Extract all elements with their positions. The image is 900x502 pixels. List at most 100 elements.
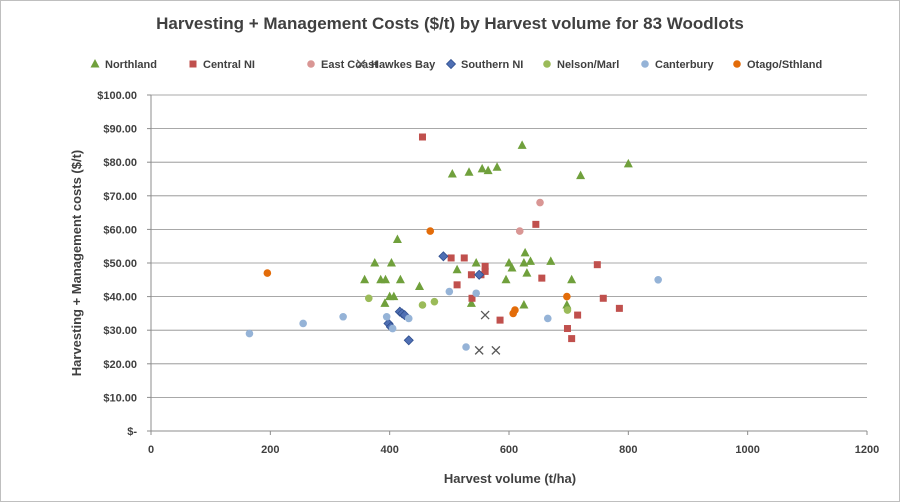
axes [147, 94, 868, 435]
legend-label: Central NI [203, 59, 255, 71]
data-point [623, 158, 633, 168]
data-point [481, 267, 489, 275]
data-point [562, 300, 572, 309]
data-point [536, 198, 544, 207]
data-point [447, 254, 455, 262]
x-tick-label: 600 [500, 444, 518, 456]
data-point [615, 304, 623, 312]
y-tick-label: $- [127, 426, 137, 438]
data-point [438, 251, 449, 262]
data-point [511, 306, 519, 314]
data-point [483, 165, 493, 175]
data-point [418, 133, 426, 141]
data-point [452, 264, 462, 274]
data-point [364, 294, 373, 303]
data-point [525, 256, 535, 265]
legend-marker [641, 60, 649, 68]
data-point [593, 261, 601, 269]
data-point [467, 271, 475, 279]
data-point [453, 281, 461, 289]
data-point [599, 294, 607, 302]
legend-marker [307, 60, 315, 68]
data-point [392, 234, 402, 243]
data-point [481, 262, 489, 270]
data-point [504, 258, 514, 267]
series-central-ni [418, 133, 623, 343]
series-nelson-marl [364, 294, 572, 314]
data-point [474, 269, 485, 280]
y-tick-label: $20.00 [103, 359, 137, 371]
legend-marker [189, 60, 197, 68]
data-point [472, 289, 480, 298]
data-point [492, 162, 502, 171]
legend-item: Hawkes Bay [356, 59, 436, 71]
data-point [474, 345, 484, 355]
y-tick-label: $100.00 [97, 90, 137, 102]
data-point [395, 274, 405, 284]
legend-label: Nelson/Marl [557, 59, 619, 71]
data-point [517, 140, 527, 149]
data-point [567, 274, 577, 284]
data-point [574, 311, 582, 319]
data-point [519, 300, 529, 309]
legend-marker [733, 60, 741, 68]
legend-label: Otago/Sthland [747, 59, 822, 71]
series-otago-sthland [263, 227, 571, 318]
data-point [445, 287, 454, 296]
series-northland [360, 140, 633, 309]
data-point [563, 292, 571, 301]
legend-label: East Coast [321, 59, 378, 71]
data-point [245, 329, 254, 338]
data-point [403, 335, 414, 346]
data-point [339, 312, 347, 321]
x-tick-label: 800 [619, 444, 637, 456]
data-point [491, 345, 501, 355]
series-southern-ni [383, 251, 485, 346]
legend-item: Southern NI [445, 58, 523, 71]
data-point [460, 254, 468, 262]
legend-label: Northland [105, 59, 157, 71]
y-tick-label: $40.00 [103, 292, 137, 304]
x-tick-label: 200 [261, 444, 279, 456]
x-tick-label: 1200 [855, 444, 879, 456]
data-point [430, 297, 439, 306]
data-point [507, 263, 517, 272]
data-point [360, 274, 370, 284]
data-point [468, 294, 476, 302]
data-point [576, 170, 586, 180]
data-point [496, 316, 504, 324]
y-tick-label: $70.00 [103, 191, 137, 203]
y-axis-title: Harvesting + Management costs ($/t) [69, 150, 84, 376]
data-point [370, 258, 380, 267]
legend-item: Canterbury [641, 59, 715, 71]
data-point [263, 269, 272, 277]
data-point [386, 258, 396, 267]
data-point [522, 268, 532, 277]
data-point [546, 256, 556, 265]
data-points [245, 133, 662, 355]
y-tick-label: $30.00 [103, 325, 137, 337]
data-point [471, 258, 481, 267]
legend-marker [90, 59, 100, 68]
series-canterbury [245, 276, 662, 351]
series-east-coast [515, 198, 544, 235]
data-point [543, 314, 552, 323]
y-tick-label: $50.00 [103, 258, 137, 270]
data-point [389, 291, 399, 301]
data-point [480, 310, 490, 320]
data-point [462, 343, 470, 351]
data-point [418, 301, 427, 309]
data-point [466, 298, 476, 307]
gridlines [151, 94, 867, 398]
data-point [563, 306, 572, 314]
data-point [382, 312, 391, 321]
y-tick-label: $80.00 [103, 157, 137, 169]
legend-item: Otago/Sthland [733, 59, 822, 71]
data-point [563, 325, 571, 333]
data-point [515, 227, 524, 235]
legend-marker [543, 60, 551, 68]
legend-label: Southern NI [461, 59, 523, 71]
data-point [520, 247, 530, 257]
y-tick-label: $90.00 [103, 124, 137, 136]
